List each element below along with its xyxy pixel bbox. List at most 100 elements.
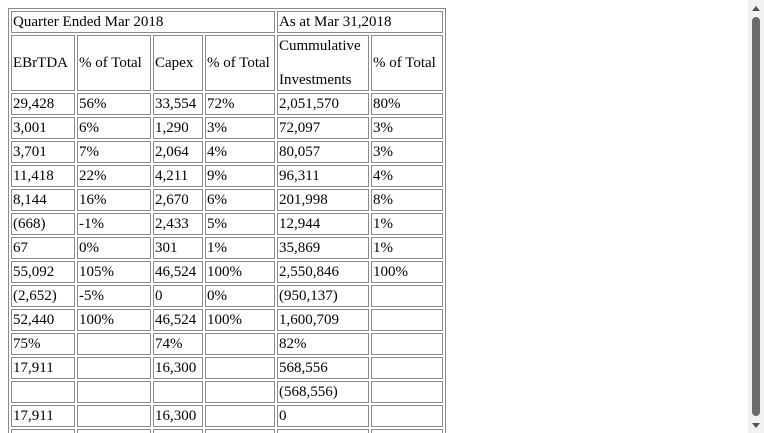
col-header-pct-investments: % of Total xyxy=(371,35,443,91)
group-header-as-at: As at Mar 31,2018 xyxy=(277,11,443,33)
table-cell xyxy=(11,381,75,403)
col-header-cumulative-line1: Cummulative xyxy=(279,38,361,54)
table-cell: 4% xyxy=(371,165,443,187)
group-header-row: Quarter Ended Mar 2018 As at Mar 31,2018 xyxy=(11,11,443,33)
table-cell: 6% xyxy=(205,189,275,211)
table-cell xyxy=(371,357,443,379)
table-cell: (668) xyxy=(11,213,75,235)
table-row: 55,092 105% 46,524 100% 2,550,846 100% xyxy=(11,261,443,283)
table-cell: 80,057 xyxy=(277,141,369,163)
scroll-up-arrow-icon xyxy=(752,5,760,11)
table-cell: 2,051,570 xyxy=(277,93,369,115)
table-cell: 46,524 xyxy=(153,309,203,331)
table-cell: 46,524 xyxy=(153,261,203,283)
table-cell: 12,944 xyxy=(277,213,369,235)
table-cell: (2,652) xyxy=(11,285,75,307)
table-cell: 29,428 xyxy=(11,93,75,115)
table-cell: 100% xyxy=(371,261,443,283)
table-row: (2,652) -5% 0 0% (950,137) xyxy=(11,285,443,307)
table-cell: 100% xyxy=(205,261,275,283)
vertical-scrollbar[interactable] xyxy=(748,0,764,433)
col-header-cumulative-line2: Investments xyxy=(279,72,352,88)
column-header-row: EBrTDA % of Total Capex % of Total Cummu… xyxy=(11,35,443,91)
table-cell xyxy=(205,381,275,403)
table-cell: 2,433 xyxy=(153,213,203,235)
table-row: 52,440 100% 46,524 100% 1,600,709 xyxy=(11,309,443,331)
table-cell: (950,137) xyxy=(277,285,369,307)
table-row: 17,911 16,300 568,556 xyxy=(11,357,443,379)
table-cell: 0% xyxy=(205,285,275,307)
table-cell: 72% xyxy=(205,93,275,115)
scroll-up-button[interactable] xyxy=(748,0,764,16)
table-cell xyxy=(205,333,275,355)
table-cell: 100% xyxy=(205,309,275,331)
group-header-quarter: Quarter Ended Mar 2018 xyxy=(11,11,275,33)
table-cell: 80% xyxy=(371,93,443,115)
table-cell: 4% xyxy=(205,141,275,163)
table-cell: 5% xyxy=(205,213,275,235)
table-cell: 3% xyxy=(205,117,275,139)
table-row: 75% 74% 82% xyxy=(11,333,443,355)
col-header-pct-capex: % of Total xyxy=(205,35,275,91)
table-cell: 3,001 xyxy=(11,117,75,139)
table-cell xyxy=(277,429,369,433)
table-cell xyxy=(371,429,443,433)
table-cell: -1% xyxy=(77,213,151,235)
table-cell: 33,554 xyxy=(153,93,203,115)
table-cell: 56% xyxy=(77,93,151,115)
table-cell: 105% xyxy=(77,261,151,283)
scroll-down-arrow-icon xyxy=(752,422,760,428)
table-cell: 8,144 xyxy=(11,189,75,211)
table-row: 11,418 22% 4,211 9% 96,311 4% xyxy=(11,165,443,187)
table-cell xyxy=(77,381,151,403)
table-cell xyxy=(371,285,443,307)
table-cell: 0% xyxy=(77,237,151,259)
table-cell: 17,911 xyxy=(11,405,75,427)
table-cell: 11,418 xyxy=(11,165,75,187)
table-cell: -5% xyxy=(77,285,151,307)
table-row: 17,911 16,300 0 xyxy=(11,405,443,427)
table-cell: (568,556) xyxy=(277,381,369,403)
financial-table: Quarter Ended Mar 2018 As at Mar 31,2018… xyxy=(8,8,446,433)
scroll-thumb[interactable] xyxy=(752,17,760,416)
col-header-pct-ebrtda: % of Total xyxy=(77,35,151,91)
table-cell: 0 xyxy=(277,405,369,427)
table-cell xyxy=(77,357,151,379)
table-cell: 3% xyxy=(371,141,443,163)
table-cell: 8% xyxy=(371,189,443,211)
table-cell xyxy=(11,429,75,433)
table-cell: 35,869 xyxy=(277,237,369,259)
table-cell: 16% xyxy=(77,189,151,211)
table-cell: 1,600,709 xyxy=(277,309,369,331)
table-cell xyxy=(77,405,151,427)
table-cell: 7% xyxy=(77,141,151,163)
table-cell xyxy=(205,405,275,427)
table-cell: 201,998 xyxy=(277,189,369,211)
table-cell: 1,290 xyxy=(153,117,203,139)
table-cell: 4,211 xyxy=(153,165,203,187)
document-viewport: Quarter Ended Mar 2018 As at Mar 31,2018… xyxy=(8,8,446,433)
table-cell xyxy=(371,405,443,427)
table-cell: 2,064 xyxy=(153,141,203,163)
col-header-capex: Capex xyxy=(153,35,203,91)
table-cell xyxy=(205,429,275,433)
table-cell: 2,550,846 xyxy=(277,261,369,283)
table-row: 29,428 56% 33,554 72% 2,051,570 80% xyxy=(11,93,443,115)
table-row: 3,701 7% 2,064 4% 80,057 3% xyxy=(11,141,443,163)
table-row: (568,556) xyxy=(11,381,443,403)
scroll-down-button[interactable] xyxy=(748,417,764,433)
table-row xyxy=(11,429,443,433)
table-cell xyxy=(371,333,443,355)
table-cell: 2,670 xyxy=(153,189,203,211)
table-cell xyxy=(371,309,443,331)
table-cell: 82% xyxy=(277,333,369,355)
table-row: (668) -1% 2,433 5% 12,944 1% xyxy=(11,213,443,235)
table-cell: 9% xyxy=(205,165,275,187)
table-cell: 16,300 xyxy=(153,405,203,427)
table-cell xyxy=(153,429,203,433)
table-cell xyxy=(153,381,203,403)
table-cell: 96,311 xyxy=(277,165,369,187)
table-cell: 55,092 xyxy=(11,261,75,283)
table-cell: 74% xyxy=(153,333,203,355)
table-cell: 1% xyxy=(371,213,443,235)
